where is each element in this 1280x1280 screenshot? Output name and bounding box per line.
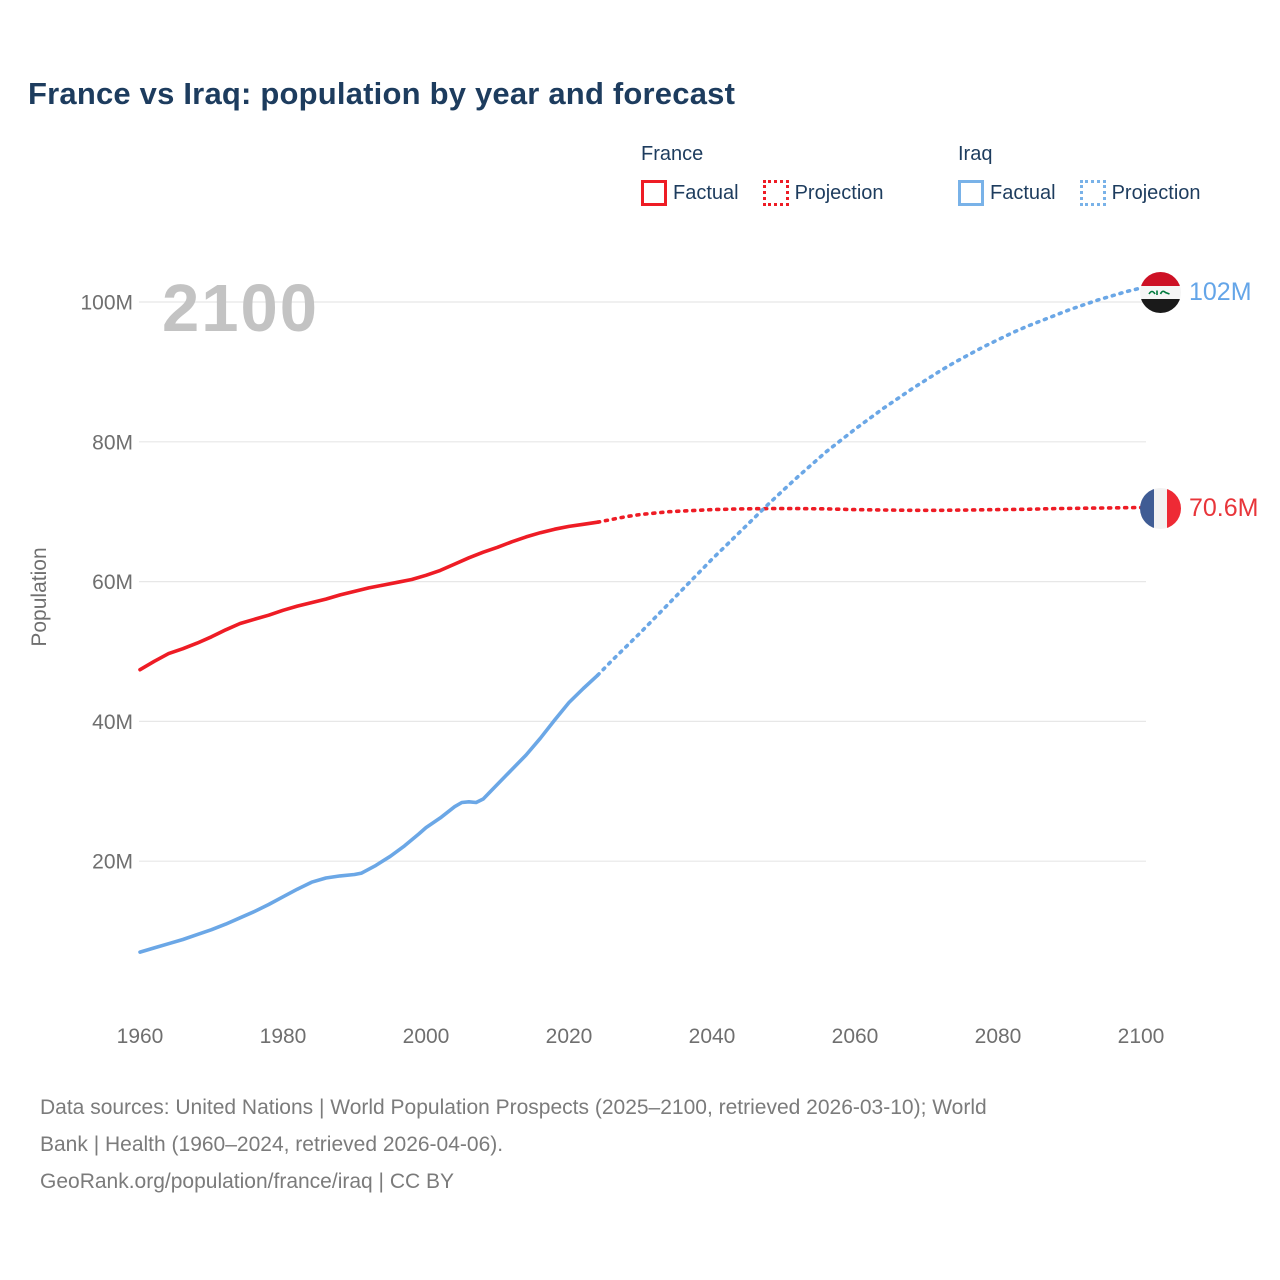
france-end-value: 70.6M <box>1189 494 1259 522</box>
legend-label: Factual <box>990 181 1056 204</box>
y-tick-80M: 80M <box>92 431 133 454</box>
france-factual-swatch-icon <box>641 180 667 206</box>
france-flag-icon <box>1140 488 1181 529</box>
iraq-end-label: 102M <box>1140 272 1252 313</box>
legend-item-france-factual[interactable]: Factual <box>641 180 739 206</box>
legend-group-france-name: France <box>641 143 704 165</box>
x-tick-2040: 2040 <box>689 1025 736 1048</box>
x-tick-2100: 2100 <box>1118 1025 1165 1048</box>
legend-group-iraq: Iraq Factual Projection <box>958 143 1201 206</box>
x-tick-1980: 1980 <box>260 1025 307 1048</box>
y-tick-100M: 100M <box>80 292 133 315</box>
legend-group-france: France Factual Projection <box>641 143 884 206</box>
series-france-factual[interactable] <box>138 520 600 672</box>
x-tick-2020: 2020 <box>546 1025 593 1048</box>
legend-item-france-projection[interactable]: Projection <box>762 180 884 206</box>
footer: Data sources: United Nations | World Pop… <box>40 1089 1240 1200</box>
series-france-projection[interactable] <box>595 505 1143 524</box>
iraq-flag-icon <box>1140 272 1181 313</box>
legend-label: Projection <box>794 181 884 204</box>
iraq-projection-swatch-icon <box>1079 180 1106 206</box>
y-tick-20M: 20M <box>92 851 133 874</box>
data-sources-line1: Data sources: United Nations | World Pop… <box>40 1096 987 1119</box>
legend: France Factual Projection Iraq Factual P… <box>0 143 1280 223</box>
y-axis-title: Population <box>28 547 51 646</box>
attribution: GeoRank.org/population/france/iraq | CC … <box>40 1170 455 1193</box>
data-sources-line2: Bank | Health (1960–2024, retrieved 2026… <box>40 1133 504 1156</box>
x-tick-2060: 2060 <box>832 1025 879 1048</box>
year-watermark: 2100 <box>162 271 320 346</box>
series-iraq-factual[interactable] <box>138 673 600 954</box>
iraq-end-value: 102M <box>1189 278 1252 306</box>
legend-label: Factual <box>673 181 739 204</box>
series-iraq-projection[interactable] <box>595 286 1143 678</box>
y-tick-40M: 40M <box>92 711 133 734</box>
y-tick-60M: 60M <box>92 571 133 594</box>
x-tick-1960: 1960 <box>117 1025 164 1048</box>
legend-group-iraq-name: Iraq <box>958 143 993 165</box>
page-title: France vs Iraq: population by year and f… <box>28 76 736 111</box>
iraq-factual-swatch-icon <box>958 180 984 206</box>
legend-item-iraq-projection[interactable]: Projection <box>1079 180 1201 206</box>
x-tick-2000: 2000 <box>403 1025 450 1048</box>
x-tick-2080: 2080 <box>975 1025 1022 1048</box>
legend-label: Projection <box>1111 181 1201 204</box>
france-projection-swatch-icon <box>762 180 789 206</box>
france-end-label: 70.6M <box>1140 488 1258 529</box>
legend-item-iraq-factual[interactable]: Factual <box>958 180 1056 206</box>
